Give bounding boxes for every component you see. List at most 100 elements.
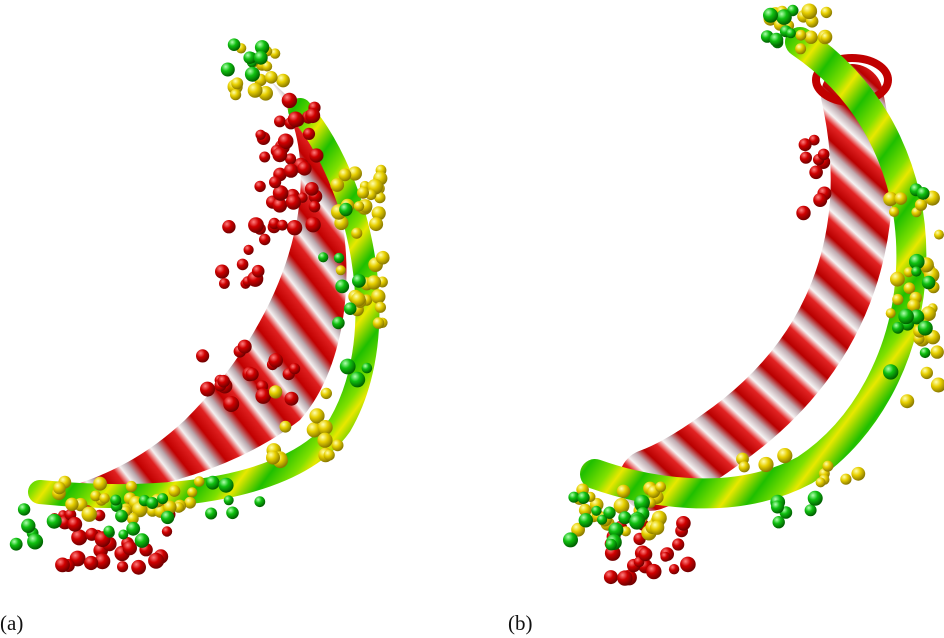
sphere — [279, 420, 292, 433]
sphere — [769, 32, 784, 47]
sphere — [254, 180, 266, 193]
sphere — [245, 367, 259, 381]
sphere — [90, 490, 101, 502]
sphere — [820, 32, 832, 44]
sphere — [339, 202, 353, 217]
sphere — [248, 217, 264, 234]
sphere — [219, 278, 230, 289]
sphere — [274, 115, 286, 128]
sphere — [93, 476, 107, 491]
sphere — [255, 388, 271, 404]
sphere — [302, 127, 316, 140]
sphere — [330, 178, 345, 192]
sphere — [243, 51, 256, 64]
sphere — [763, 7, 778, 23]
sphere — [374, 192, 386, 204]
sphere — [320, 387, 332, 400]
sphere — [851, 466, 866, 481]
sphere — [277, 219, 288, 231]
sphere — [578, 503, 592, 517]
sphere — [568, 491, 580, 503]
sphere — [305, 108, 321, 124]
sphere — [813, 193, 828, 207]
sphere — [371, 206, 386, 221]
sphere — [335, 265, 346, 276]
sphere — [605, 538, 617, 551]
sphere — [907, 299, 921, 313]
sphere — [289, 363, 301, 375]
sphere — [269, 48, 281, 59]
sphere — [17, 503, 31, 516]
sphere — [638, 547, 653, 562]
spheres — [9, 3, 944, 586]
sphere — [93, 509, 106, 522]
sphere — [184, 496, 197, 509]
sphere — [67, 516, 83, 532]
sphere — [808, 134, 820, 146]
sphere — [227, 38, 241, 51]
sphere — [126, 512, 139, 525]
sphere — [304, 182, 319, 196]
sphere — [118, 529, 129, 540]
sphere — [215, 264, 230, 279]
sphere — [287, 111, 304, 128]
sphere — [244, 66, 260, 82]
sphere — [900, 394, 915, 409]
sphere — [376, 250, 390, 265]
sphere — [284, 153, 297, 165]
sphere — [883, 191, 898, 206]
sphere — [646, 563, 662, 580]
sphere — [131, 559, 147, 575]
sphere — [222, 220, 236, 234]
sphere — [649, 520, 665, 535]
sphere — [254, 496, 266, 508]
sphere — [243, 244, 254, 255]
sphere — [220, 62, 235, 77]
sphere — [919, 347, 931, 359]
sphere — [903, 282, 916, 295]
sphere — [161, 526, 173, 537]
sphere — [603, 506, 616, 519]
sphere — [230, 89, 242, 101]
panel-label: (b) — [508, 611, 533, 635]
sphere — [597, 514, 608, 525]
sphere — [284, 391, 299, 406]
sphere — [820, 6, 833, 19]
tube-red — [619, 64, 893, 511]
sphere — [796, 205, 811, 221]
sphere — [608, 522, 624, 538]
sphere — [680, 556, 696, 573]
sphere — [616, 484, 631, 498]
sphere — [196, 349, 210, 363]
sphere — [223, 396, 240, 412]
sphere — [634, 494, 650, 511]
sphere — [776, 9, 792, 25]
sphere — [160, 510, 175, 525]
sphere — [277, 133, 294, 150]
sphere — [126, 521, 141, 536]
sphere — [799, 151, 813, 164]
sphere — [309, 148, 324, 163]
sphere — [148, 552, 165, 569]
sphere — [259, 151, 271, 163]
sphere — [817, 148, 830, 161]
sphere — [317, 420, 333, 435]
sphere — [934, 229, 944, 240]
sphere — [591, 505, 602, 516]
sphere — [317, 432, 333, 448]
sphere — [361, 362, 373, 374]
sphere — [921, 306, 936, 322]
sphere — [297, 161, 312, 176]
sphere — [110, 494, 122, 506]
sphere — [892, 293, 904, 306]
sphere — [81, 506, 97, 522]
sphere — [226, 506, 239, 520]
sphere — [563, 532, 578, 548]
sphere — [343, 302, 357, 316]
sphere — [339, 358, 356, 375]
sphere — [331, 439, 344, 452]
sphere — [885, 308, 896, 319]
sphere — [804, 504, 817, 517]
sphere — [351, 292, 366, 307]
sphere — [371, 289, 386, 304]
